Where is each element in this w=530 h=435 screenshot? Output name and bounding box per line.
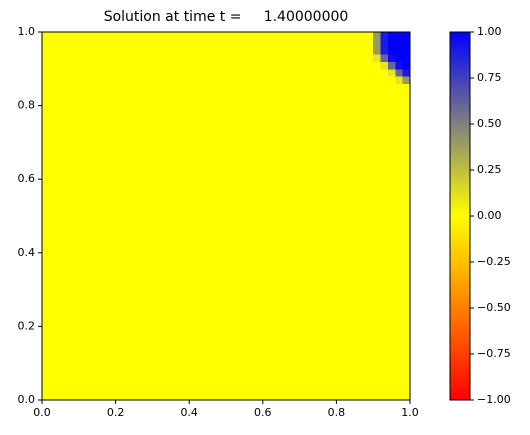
cell: [402, 76, 411, 85]
plot-frame: [41, 31, 411, 401]
colorbar-tick-label: −0.75: [477, 347, 511, 360]
cell: [42, 76, 374, 85]
cell: [395, 61, 404, 70]
cell: [380, 61, 389, 70]
cell: [373, 76, 382, 85]
colorbar-tick-label: −0.25: [477, 255, 511, 268]
x-tick-label: 0.6: [254, 406, 272, 419]
y-tick-label: 0.2: [18, 319, 36, 332]
y-tick-label: 0.6: [18, 172, 36, 185]
cell: [395, 76, 404, 85]
cell: [395, 83, 404, 401]
colorbar-tick-label: 0.00: [477, 209, 502, 222]
x-tick-label: 0.2: [107, 406, 125, 419]
cell: [380, 54, 389, 62]
cell: [402, 61, 411, 70]
colorbar-tick-label: 1.00: [477, 25, 502, 38]
cell: [387, 76, 396, 85]
cell: [42, 32, 374, 55]
cell: [373, 32, 382, 55]
cell: [42, 61, 374, 70]
cell: [380, 68, 389, 77]
y-tick-label: 0.4: [18, 246, 36, 259]
x-tick-label: 1.0: [401, 406, 419, 419]
cell: [387, 68, 396, 77]
colorbar-tick-label: 0.50: [477, 117, 502, 130]
cell: [402, 83, 411, 401]
x-tick-label: 0.4: [180, 406, 198, 419]
cell: [380, 83, 389, 401]
cell: [387, 32, 396, 55]
y-tick-label: 0.0: [18, 393, 36, 406]
y-tick-label: 0.8: [18, 99, 36, 112]
cell: [373, 54, 382, 62]
colorbar-tick-label: −0.50: [477, 301, 511, 314]
cell: [402, 32, 411, 55]
colorbar-tick-label: −1.00: [477, 393, 511, 406]
cell: [380, 76, 389, 85]
cell: [387, 83, 396, 401]
cell: [42, 83, 374, 401]
cell: [395, 32, 404, 55]
cell: [402, 68, 411, 77]
cell: [395, 68, 404, 77]
cell: [387, 61, 396, 70]
y-tick-label: 1.0: [18, 25, 36, 38]
cell: [42, 54, 374, 62]
cell: [373, 61, 382, 70]
cell: [373, 68, 382, 77]
colorbar-tick-label: 0.75: [477, 71, 502, 84]
cell: [395, 54, 404, 62]
x-tick-label: 0.0: [33, 406, 51, 419]
x-tick-label: 0.8: [328, 406, 346, 419]
colorbar: [449, 31, 471, 401]
cell: [42, 68, 374, 77]
colorbar-tick-label: 0.25: [477, 163, 502, 176]
cell: [402, 54, 411, 62]
cell: [373, 83, 382, 401]
chart-title: Solution at time t = 1.40000000: [104, 9, 349, 25]
cell: [387, 54, 396, 62]
cell: [380, 32, 389, 55]
